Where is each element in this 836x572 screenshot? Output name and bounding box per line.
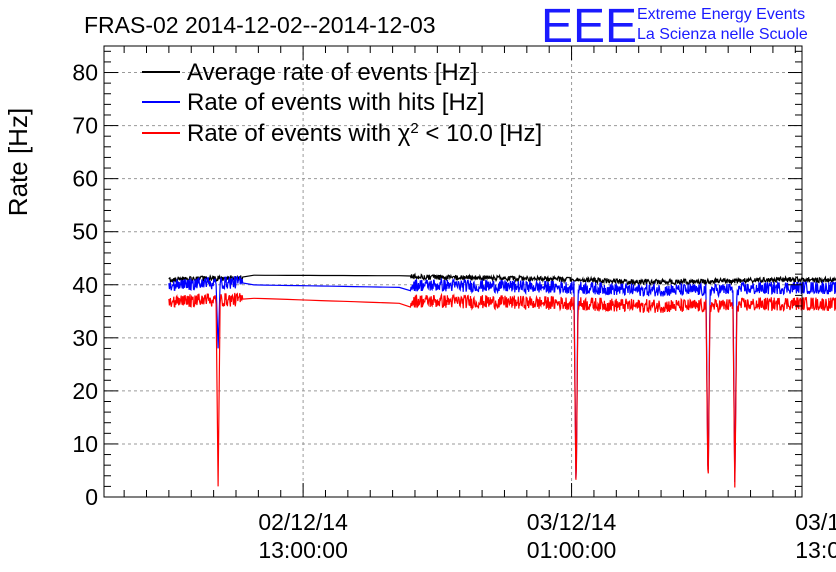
x-tick-label-date: 03/12/14 [795, 509, 836, 535]
legend-label-average: Average rate of events [Hz] [187, 59, 477, 86]
series-line-hits [168, 275, 836, 483]
logo-line1: Extreme Energy Events [637, 6, 805, 23]
plot-frame [103, 45, 803, 498]
y-tick-label: 70 [72, 113, 98, 139]
y-tick-label: 80 [72, 60, 98, 86]
x-tick-label-date: 02/12/14 [258, 509, 348, 535]
y-axis-label: Rate [Hz] [3, 108, 33, 216]
logo-acronym: EEE [541, 0, 637, 53]
y-tick-label: 50 [72, 219, 98, 245]
y-tick-label: 30 [72, 325, 98, 351]
x-axis: 02/12/1413:00:0003/12/1401:00:0003/12/14… [123, 46, 836, 563]
y-tick-label: 40 [72, 272, 98, 298]
y-axis: 0 10 20 30 40 50 60 70 80 [72, 50, 802, 510]
y-tick-label: 60 [72, 166, 98, 192]
x-tick-label-time: 13:00:00 [795, 537, 836, 563]
chart-title: FRAS-02 2014-12-02--2014-12-03 [84, 12, 436, 38]
x-tick-label-time: 13:00:00 [258, 537, 348, 563]
x-tick-label-time: 01:00:00 [527, 537, 617, 563]
y-tick-label: 10 [72, 431, 98, 457]
x-tick-label-date: 03/12/14 [527, 509, 617, 535]
legend: Average rate of events [Hz] Rate of even… [142, 59, 542, 147]
y-tick-label: 20 [72, 378, 98, 404]
logo-line2: La Scienza nelle Scuole [637, 26, 808, 43]
y-tick-label: 0 [85, 484, 98, 510]
series-line-average [168, 272, 836, 287]
logo: EEE Extreme Energy Events La Scienza nel… [541, 0, 808, 53]
series-layer [168, 272, 836, 488]
legend-label-chi2: Rate of events with χ2 < 10.0 [Hz] [187, 120, 542, 148]
legend-label-hits: Rate of events with hits [Hz] [187, 89, 484, 116]
series-line-chi2 [168, 292, 836, 488]
